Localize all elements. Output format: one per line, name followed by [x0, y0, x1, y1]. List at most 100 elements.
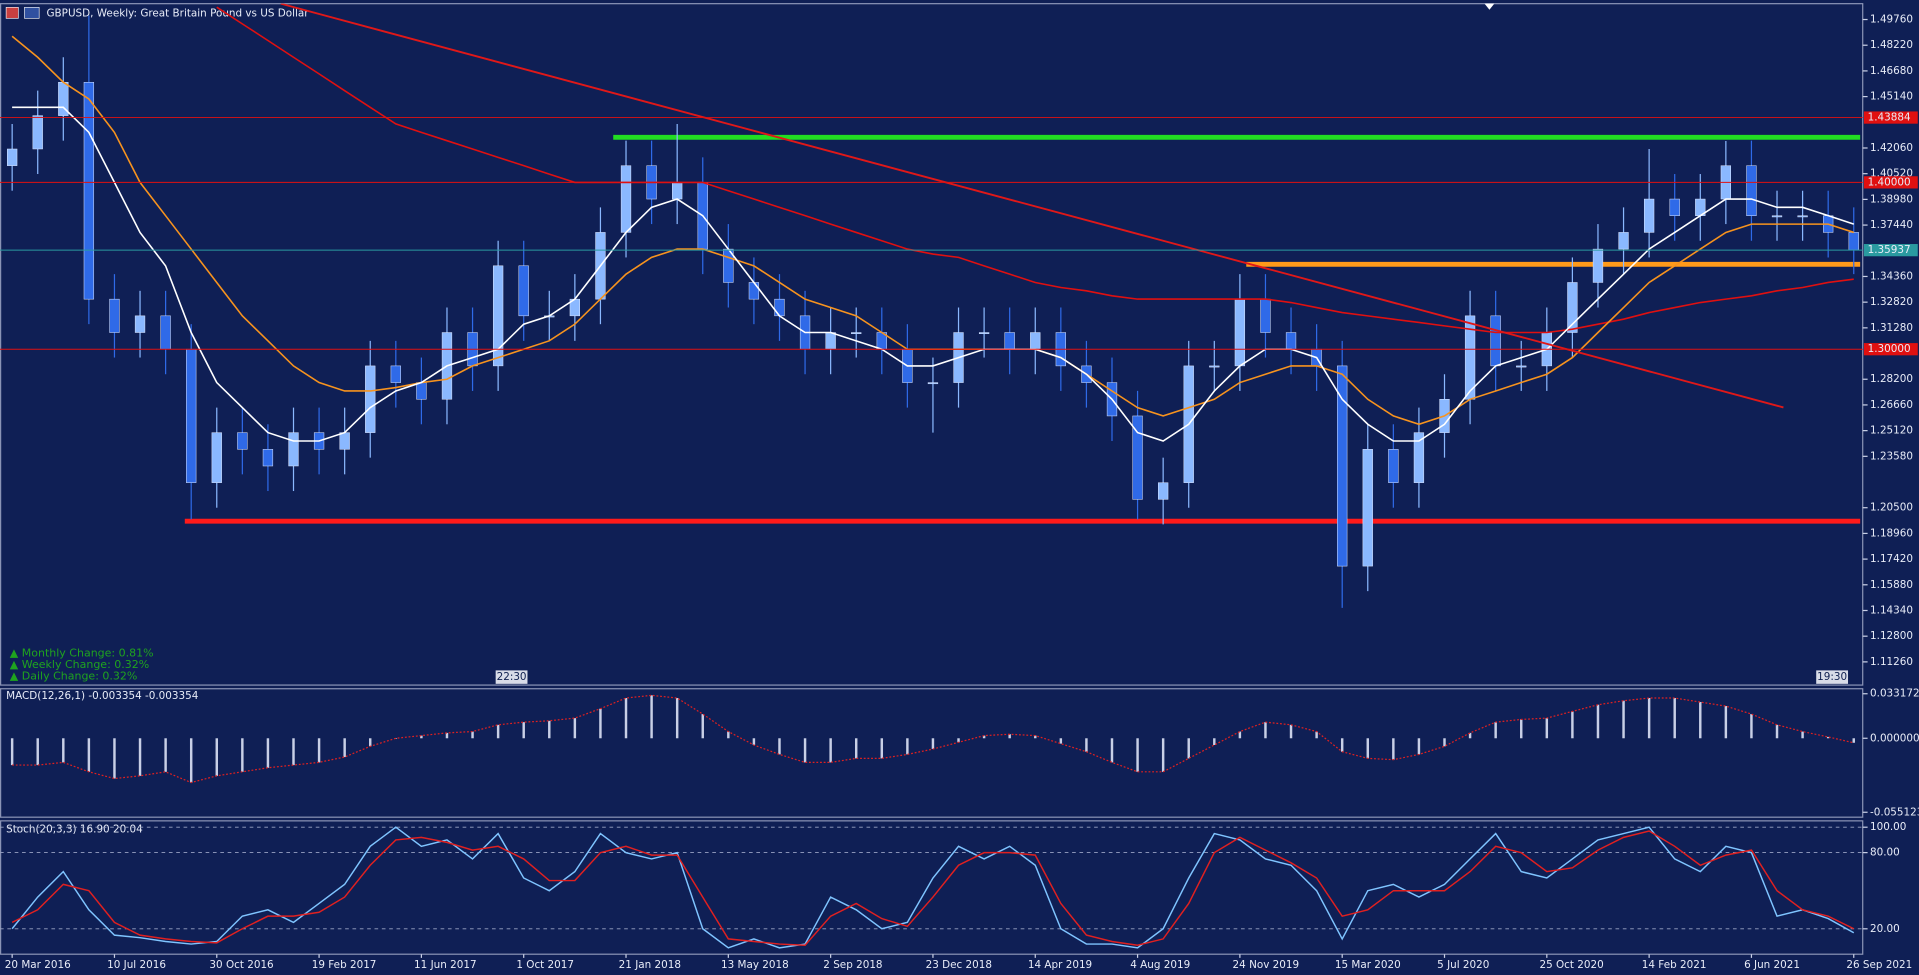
macd-bar: [62, 738, 65, 763]
macd-bar: [1366, 738, 1369, 759]
candle-body: [1490, 315, 1501, 367]
candle-body: [288, 432, 299, 467]
level-label: 1.35937: [1868, 244, 1911, 256]
macd-bar: [650, 695, 653, 739]
macd-bar: [1699, 702, 1702, 739]
macd-bar: [573, 718, 577, 739]
candle-body: [620, 165, 632, 233]
y-tick-label: 1.34360: [1870, 270, 1913, 282]
macd-bar: [624, 698, 628, 739]
macd-bar: [1110, 738, 1114, 763]
x-tick-label: 11 Jun 2017: [414, 959, 477, 971]
y-tick-label: 1.17420: [1870, 553, 1913, 565]
macd-bar: [1136, 738, 1139, 772]
x-tick-label: 26 Sep 2021: [1846, 959, 1912, 971]
macd-bar: [1520, 719, 1523, 739]
candle-body: [186, 348, 197, 483]
macd-bar: [1161, 738, 1165, 772]
macd-bar: [1417, 738, 1421, 755]
macd-bar: [982, 735, 986, 739]
x-tick-label: 15 Mar 2020: [1335, 959, 1401, 971]
y-tick-label: 1.18960: [1870, 527, 1913, 539]
macd-bar: [548, 720, 551, 739]
macd-bar: [1775, 724, 1779, 739]
candle-body: [83, 82, 95, 300]
macd-bar: [1289, 724, 1293, 739]
time-box: [495, 670, 528, 684]
macd-bar: [1750, 714, 1753, 739]
candle-body: [1567, 282, 1578, 333]
macd-bar: [1392, 738, 1395, 760]
macd-bar: [957, 738, 960, 743]
main-plot: [7, 3, 1861, 608]
candle-body: [1413, 432, 1425, 483]
y-tick-label: 20.00: [1870, 923, 1900, 935]
macd-bar: [931, 738, 935, 750]
y-tick-label: 1.20500: [1870, 502, 1913, 514]
y-tick-label: 1.14340: [1870, 604, 1913, 616]
macd-bar: [164, 738, 167, 772]
macd-signal: [12, 694, 1854, 784]
y-tick-label: -0.055123: [1870, 806, 1919, 818]
macd-bar: [445, 732, 449, 739]
macd-bar: [1571, 711, 1574, 739]
macd-bar: [471, 731, 474, 739]
y-tick-label: 1.45140: [1870, 91, 1913, 103]
macd-bar: [1085, 738, 1088, 752]
change-label: ▲ Daily Change: 0.32%: [10, 670, 138, 683]
macd-bar: [778, 738, 781, 755]
candle-body: [365, 365, 376, 433]
macd-bar: [1034, 735, 1037, 739]
candle-body: [1158, 482, 1169, 500]
x-tick-label: 24 Nov 2019: [1233, 959, 1300, 971]
candle-body: [1234, 298, 1246, 367]
candle-body: [927, 382, 939, 385]
y-tick-label: 1.32820: [1870, 296, 1913, 308]
candle-body: [1388, 449, 1399, 483]
candle-body: [160, 315, 171, 350]
candle-body: [7, 148, 18, 166]
macd-bar: [803, 738, 807, 763]
candle-body: [672, 182, 683, 200]
candle-body: [1004, 332, 1015, 350]
level-label-box: [1863, 111, 1918, 124]
candle-body: [1848, 232, 1859, 251]
candle-body: [1362, 449, 1373, 567]
y-tick-label: 100.00: [1870, 821, 1906, 833]
candle-body: [1771, 215, 1783, 218]
macd-bar: [1494, 722, 1497, 739]
macd-bar: [522, 722, 525, 739]
macd-bar: [1545, 718, 1549, 739]
macd-bar: [1443, 738, 1446, 747]
macd-bar: [1059, 738, 1063, 744]
y-tick-label: 0.033172: [1870, 688, 1919, 700]
y-tick-label: 1.31280: [1870, 322, 1913, 334]
macd-bar: [880, 738, 884, 759]
x-tick-label: 20 Mar 2016: [5, 959, 71, 971]
macd-bar: [599, 708, 602, 739]
macd-bar: [752, 738, 756, 745]
macd-bar: [829, 738, 832, 763]
level-label: 1.43884: [1868, 112, 1911, 124]
x-tick-label: 4 Aug 2019: [1130, 959, 1190, 971]
candle-body: [1516, 365, 1527, 368]
macd-bar: [292, 738, 295, 766]
level-label-box: [1863, 176, 1918, 189]
x-tick-label: 25 Oct 2020: [1539, 959, 1603, 971]
macd-bar: [1647, 698, 1651, 739]
moving-average: [216, 6, 1854, 334]
macd-bar: [1826, 736, 1830, 739]
candle-body: [109, 298, 120, 333]
candle-body: [211, 432, 222, 483]
shift-marker: [1484, 3, 1495, 10]
time-box: [1816, 670, 1849, 684]
change-label: ▲ Weekly Change: 0.32%: [10, 658, 149, 671]
macd-bar: [1673, 698, 1676, 739]
macd-bar: [36, 738, 39, 766]
candle-body: [134, 315, 146, 333]
level-label-box: [1863, 343, 1918, 356]
macd-bar: [854, 738, 858, 759]
candle-body: [1209, 365, 1220, 368]
candle-body: [1797, 215, 1808, 218]
